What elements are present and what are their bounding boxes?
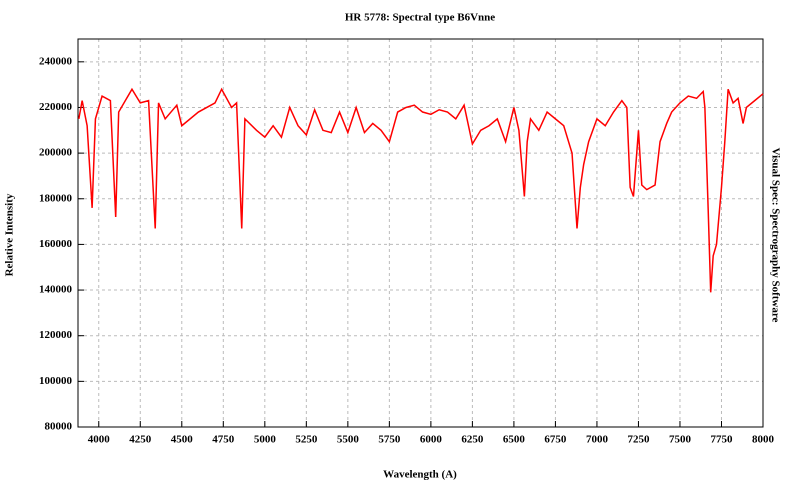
y-tick-label: 140000 (39, 284, 73, 296)
y-tick-label: 240000 (39, 55, 73, 67)
y-tick-label: 80000 (45, 421, 73, 433)
x-tick-label: 6000 (420, 434, 443, 446)
plot-frame (77, 38, 764, 428)
x-tick-label: 4250 (129, 434, 152, 446)
y-tick-label: 200000 (39, 147, 73, 159)
x-tick-label: 7000 (586, 434, 609, 446)
x-tick-label: 5000 (254, 434, 277, 446)
y-tick-label: 180000 (39, 192, 73, 204)
x-tick-label: 6750 (544, 434, 567, 446)
x-tick-label: 5750 (378, 434, 401, 446)
x-tick-label: 6250 (461, 434, 484, 446)
x-tick-label: 7250 (627, 434, 650, 446)
x-tick-label: 4000 (88, 434, 111, 446)
x-tick-label: 4750 (212, 434, 235, 446)
x-tick-label: 4500 (171, 434, 194, 446)
x-tick-label: 6500 (503, 434, 526, 446)
y-tick-label: 220000 (39, 101, 73, 113)
annotation: Visual Spec: Spectrography Software (769, 148, 781, 323)
x-tick-label: 5250 (295, 434, 318, 446)
x-tick-label: 7500 (669, 434, 692, 446)
x-tick-label: 7750 (710, 434, 733, 446)
y-tick-label: 100000 (39, 375, 73, 387)
x-tick-label: 5500 (337, 434, 360, 446)
y-tick-label: 120000 (39, 329, 73, 341)
y-axis-label: Relative Intensity (4, 193, 16, 276)
spectrum-line (78, 87, 764, 293)
chart-title: HR 5778: Spectral type B6Vnne (345, 12, 495, 24)
x-tick-label: 8000 (752, 434, 775, 446)
x-axis-label: Wavelength (A) (383, 469, 457, 481)
y-tick-label: 160000 (39, 238, 73, 250)
